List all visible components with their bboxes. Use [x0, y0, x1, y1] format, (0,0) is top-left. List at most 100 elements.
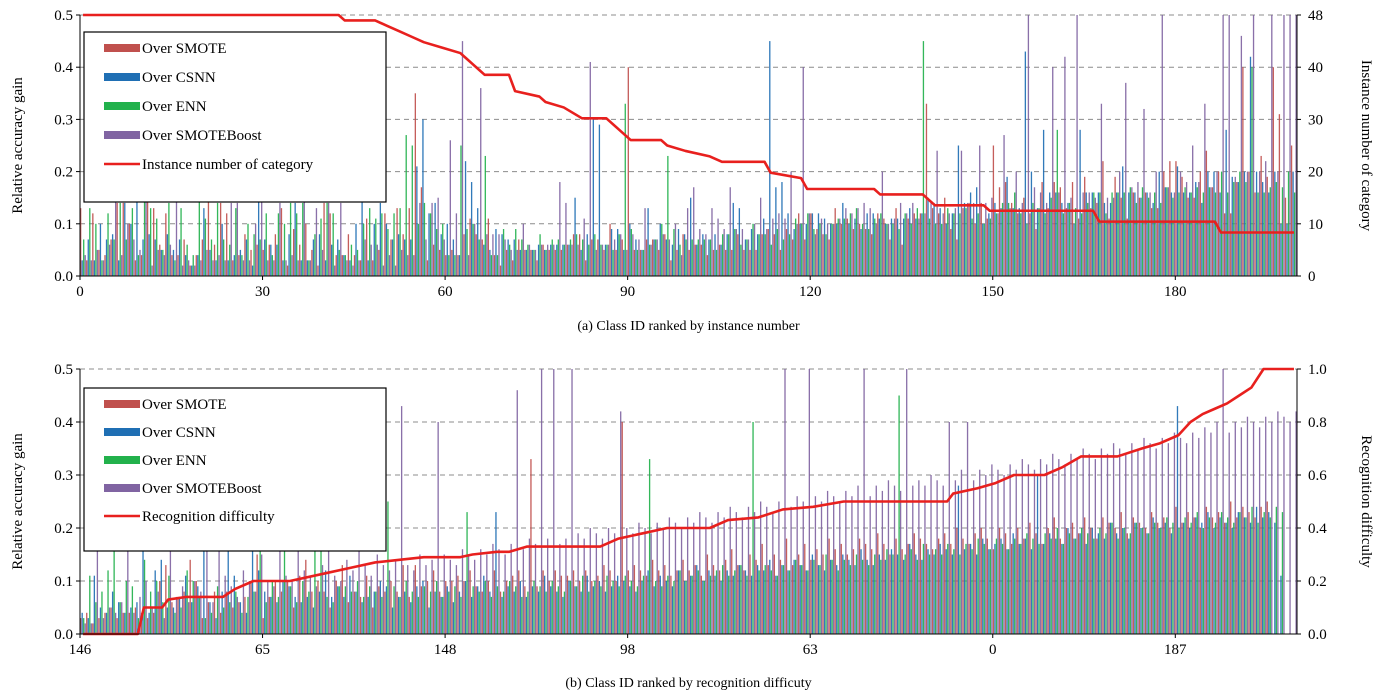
bar-over-smoteboost	[346, 559, 348, 634]
bar-over-enn	[843, 218, 845, 276]
bar-over-enn	[216, 202, 219, 276]
y2-axis-label: Recognition difficulty	[1358, 435, 1374, 568]
bar-over-smoteboost	[133, 612, 135, 634]
bar-over-csnn	[379, 202, 382, 276]
legend-label: Over SMOTEBoost	[142, 481, 262, 497]
bar-over-enn	[332, 213, 334, 276]
bar-over-csnn	[355, 223, 357, 276]
bar-over-enn	[983, 543, 985, 634]
bar-over-smoteboost	[656, 239, 658, 276]
bar-over-csnn	[154, 239, 156, 276]
bar-over-csnn	[318, 234, 321, 276]
bar-over-smote	[414, 565, 416, 634]
bar-over-enn	[1220, 171, 1223, 276]
bar-over-csnn	[890, 549, 893, 634]
bar-over-csnn	[513, 239, 515, 276]
bar-over-csnn	[641, 581, 643, 634]
bar-over-enn	[551, 581, 553, 634]
bar-over-smote	[1059, 538, 1061, 634]
bar-over-csnn	[111, 234, 114, 276]
bar-over-smoteboost	[930, 475, 932, 634]
bar-over-smoteboost	[1027, 464, 1030, 634]
bar-over-csnn	[598, 581, 601, 634]
bar-over-smote	[688, 570, 690, 634]
bar-over-smote	[682, 234, 684, 276]
bar-over-csnn	[635, 239, 637, 276]
bar-over-smote	[585, 570, 587, 634]
bar-over-csnn	[610, 229, 613, 276]
bar-over-csnn	[312, 607, 315, 634]
bar-over-smoteboost	[790, 171, 792, 276]
bar-over-smoteboost	[1204, 427, 1206, 634]
chart-caption: (a) Class ID ranked by instance number	[577, 319, 800, 334]
bar-over-csnn	[799, 565, 801, 634]
bar-over-enn	[107, 570, 109, 634]
bar-over-csnn	[239, 602, 242, 634]
bar-over-smoteboost	[753, 512, 756, 634]
bar-over-enn	[429, 591, 432, 634]
y2-tick-label: 0	[1308, 269, 1316, 285]
bar-over-enn	[1117, 192, 1119, 276]
bar-over-smoteboost	[480, 549, 482, 634]
bar-over-smote	[877, 533, 879, 634]
bar-over-csnn	[860, 549, 862, 634]
bar-over-smote	[1199, 528, 1201, 634]
bar-over-smote	[219, 612, 222, 634]
bar-over-enn	[113, 549, 115, 634]
bar-over-csnn	[744, 570, 747, 634]
y-tick-label: 0.0	[54, 627, 73, 643]
x-tick-label: 63	[803, 642, 818, 658]
bar-over-enn	[953, 549, 955, 634]
bar-over-csnn	[878, 218, 880, 276]
bar-over-enn	[235, 208, 237, 276]
bar-over-smoteboost	[863, 202, 865, 276]
bar-over-csnn	[525, 596, 528, 634]
bar-over-smote	[1278, 114, 1281, 277]
bar-over-enn	[89, 208, 91, 276]
bar-over-smote	[1254, 517, 1256, 634]
bar-over-smoteboost	[1033, 187, 1036, 276]
bar-over-smoteboost	[309, 260, 312, 276]
bar-over-enn	[1123, 192, 1125, 276]
bar-over-csnn	[805, 570, 807, 634]
bar-over-smoteboost	[413, 255, 415, 276]
bar-over-smote	[633, 249, 636, 276]
bar-over-csnn	[568, 581, 570, 634]
bar-over-smoteboost	[1155, 171, 1157, 276]
bar-over-csnn	[184, 255, 187, 276]
bar-over-csnn	[367, 596, 369, 634]
bar-over-smoteboost	[486, 234, 488, 276]
bar-over-smote	[810, 213, 812, 276]
bar-over-smoteboost	[431, 202, 433, 276]
bar-over-enn	[484, 581, 486, 634]
bar-over-smoteboost	[668, 239, 671, 276]
bar-over-csnn	[945, 549, 947, 634]
bar-over-smoteboost	[1234, 422, 1236, 634]
bar-over-csnn	[531, 249, 534, 276]
bar-over-smote	[323, 202, 325, 276]
bar-over-smoteboost	[1240, 427, 1243, 634]
bar-over-smoteboost	[382, 265, 385, 276]
bar-over-smoteboost	[407, 565, 409, 634]
bar-over-csnn	[446, 586, 448, 634]
bar-over-enn	[776, 575, 779, 634]
bar-over-enn	[162, 249, 164, 276]
bar-over-csnn	[939, 543, 941, 634]
bar-over-enn	[338, 249, 340, 276]
bar-over-smote	[475, 234, 477, 276]
bar-over-smoteboost	[516, 249, 518, 276]
bar-over-smoteboost	[273, 260, 275, 276]
bar-over-smoteboost	[760, 197, 762, 276]
bar-over-csnn	[166, 234, 169, 276]
bar-over-enn	[1062, 543, 1065, 634]
bar-over-smoteboost	[370, 575, 372, 634]
bar-over-csnn	[677, 570, 680, 634]
bar-over-enn	[125, 239, 127, 276]
bar-over-csnn	[1049, 192, 1051, 276]
bar-over-smoteboost	[364, 565, 366, 634]
bar-over-enn	[813, 559, 815, 634]
bar-over-smote	[1205, 506, 1208, 634]
y2-tick-label: 20	[1308, 165, 1323, 181]
